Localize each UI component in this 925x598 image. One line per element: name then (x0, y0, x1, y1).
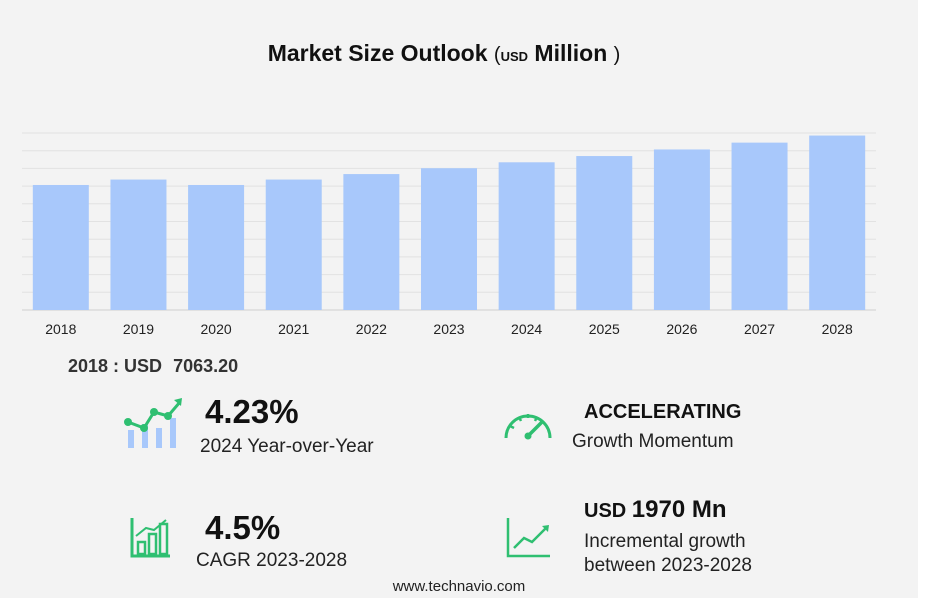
kpi-incremental-value: 1970 Mn (631, 496, 727, 523)
trend-line-icon (506, 518, 550, 558)
bar-2021 (265, 179, 322, 310)
x-tick-2026: 2026 (666, 321, 697, 337)
title-unit-small: USD (500, 49, 529, 64)
x-tick-2021: 2021 (278, 321, 309, 337)
bar-chart: 2018 2019 2020 2021 2022 2023 2024 2025 2026 2027… (22, 132, 876, 337)
x-tick-2024: 2024 (511, 321, 542, 337)
kpi-incremental: USD 1970 Mn (584, 496, 727, 524)
kpi-yoy-label: 2024 Year-over-Year (200, 436, 374, 457)
bar-chart-icon (130, 518, 170, 558)
bar-2018 (32, 184, 89, 310)
base-year-value: 2018 : USD 7063.20 (68, 356, 238, 377)
bar-2020 (188, 184, 245, 310)
bar-2024 (498, 162, 555, 310)
speedometer-icon (504, 414, 552, 440)
kpi-momentum-caption: Growth Momentum (572, 431, 734, 453)
x-tick-2027: 2027 (744, 321, 775, 337)
kpi-momentum-label: Growth Momentum (572, 431, 734, 452)
x-tick-2022: 2022 (356, 321, 387, 337)
kpi-incremental-currency: USD (584, 500, 627, 522)
kpi-incremental-label-1: Incremental growth (584, 531, 746, 552)
bar-2028 (809, 135, 866, 310)
growth-chart-icon (124, 398, 182, 448)
base-year-label: 2018 : USD (68, 356, 163, 376)
title-unit: Million (534, 40, 608, 66)
title-open-paren: ( (493, 44, 501, 66)
bar-2027 (731, 142, 788, 310)
bar-2019 (110, 179, 167, 310)
kpi-momentum: ACCELERATING (584, 401, 741, 424)
footer-source: www.technavio.com (392, 578, 526, 595)
kpi-cagr-caption: CAGR 2023-2028 (196, 550, 347, 572)
kpi-cagr: 4.5% (205, 509, 280, 547)
title-main: Market Size Outlook (267, 40, 488, 66)
title-close-paren: ) (613, 44, 621, 66)
kpi-yoy: 4.23% (205, 393, 299, 431)
x-tick-2028: 2028 (822, 321, 853, 337)
kpi-momentum-value: ACCELERATING (584, 401, 742, 423)
x-axis-ticks: 2018 2019 2020 2021 2022 2023 2024 2025 2026 2027… (45, 321, 853, 337)
bar-2025 (576, 156, 633, 310)
x-tick-2019: 2019 (123, 321, 154, 337)
bar-2026 (653, 149, 710, 310)
x-tick-2020: 2020 (201, 321, 232, 337)
chart-title: Market Size Outlook (USD Million ) (0, 40, 888, 67)
kpi-incremental-label-2: between 2023-2028 (584, 555, 752, 576)
x-tick-2025: 2025 (589, 321, 620, 337)
chart-bars (32, 135, 866, 310)
kpi-incremental-caption: Incremental growth between 2023-2028 (584, 531, 752, 577)
kpi-yoy-value: 4.23% (205, 393, 299, 430)
x-tick-2018: 2018 (45, 321, 76, 337)
kpi-cagr-value: 4.5% (205, 509, 281, 546)
bar-2022 (343, 174, 400, 310)
kpi-cagr-label: CAGR 2023-2028 (196, 550, 348, 571)
x-tick-2023: 2023 (433, 321, 464, 337)
bar-2023 (421, 168, 477, 310)
base-year-number: 7063.20 (173, 356, 239, 376)
kpi-yoy-caption: 2024 Year-over-Year (200, 436, 374, 458)
